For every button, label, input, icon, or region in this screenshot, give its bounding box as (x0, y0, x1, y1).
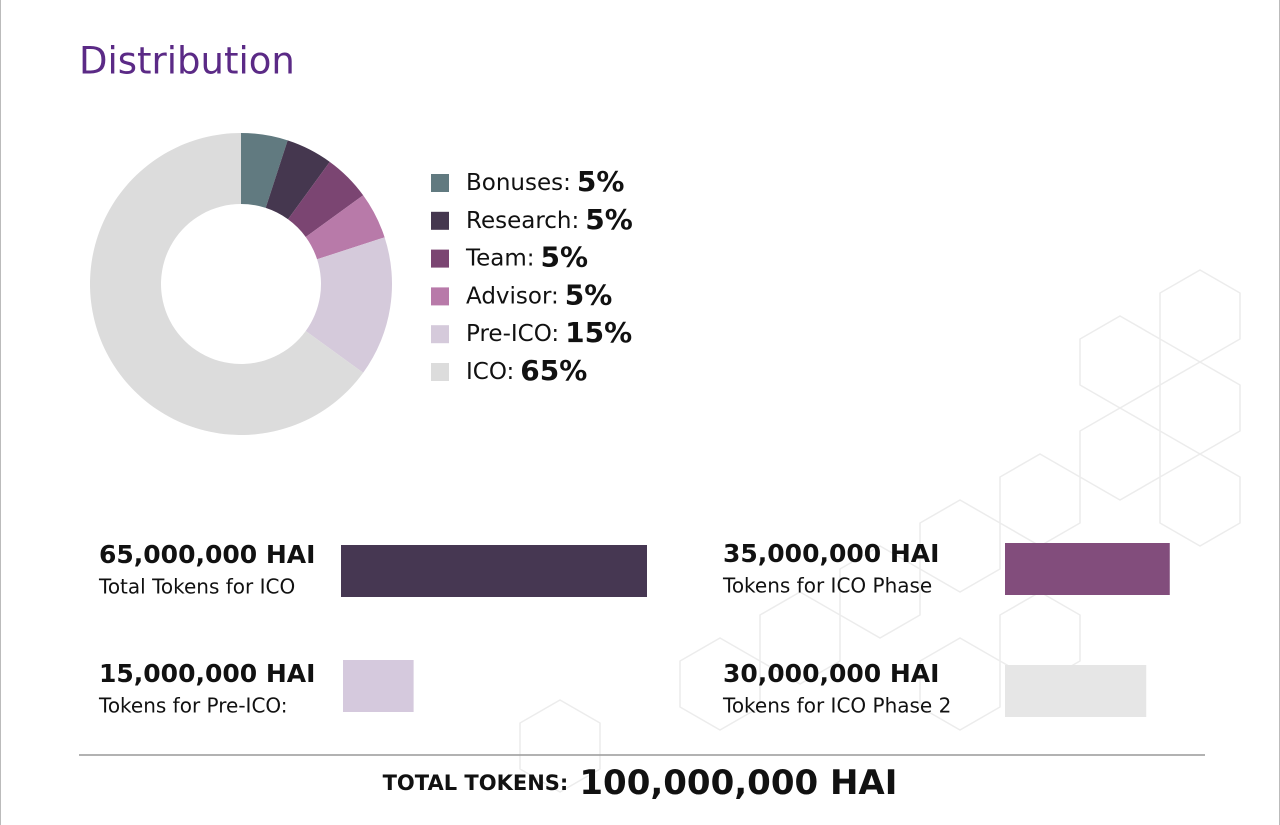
donut-slice (305, 237, 392, 373)
legend-label: Bonuses: (466, 170, 571, 196)
legend-label: Team: (465, 245, 535, 271)
legend-swatch (431, 249, 449, 268)
legend-label: Pre-ICO: (466, 321, 559, 347)
token-bar (1005, 665, 1147, 717)
legend-swatch (431, 287, 449, 306)
token-caption: Tokens for ICO Phase 2 (722, 694, 951, 718)
legend-swatch (431, 211, 449, 230)
token-bar (1005, 543, 1170, 595)
legend-value: 65% (520, 354, 587, 387)
legend-value: 15% (565, 316, 632, 349)
donut-slice (288, 161, 364, 237)
token-bar (343, 660, 414, 712)
legend-value: 5% (585, 203, 633, 236)
legend-label: Advisor: (466, 283, 559, 309)
token-bar (341, 545, 647, 597)
legend-entry: Advisor: 5% (466, 278, 612, 311)
donut-slice (241, 133, 288, 208)
token-caption: Tokens for ICO Phase (722, 574, 932, 598)
token-caption: Total Tokens for ICO (98, 575, 295, 599)
total-label: TOTAL TOKENS: (383, 771, 569, 795)
legend-swatch (431, 325, 449, 344)
legend-entry: Team: 5% (465, 241, 588, 274)
legend-swatch (431, 363, 449, 381)
total-value: 100,000,000 HAI (579, 763, 897, 803)
legend-label: ICO: (466, 359, 514, 385)
legend-label: Research: (466, 207, 579, 233)
donut-slice (305, 195, 385, 260)
token-amount: 30,000,000 HAI (723, 659, 939, 688)
total: TOTAL TOKENS: 100,000,000 HAI (383, 763, 898, 803)
legend-entry: Bonuses: 5% (466, 165, 624, 198)
donut-slice (265, 140, 330, 220)
token-caption: Tokens for Pre-ICO: (98, 694, 288, 718)
legend-entry: ICO: 65% (466, 354, 587, 387)
legend-value: 5% (577, 165, 625, 198)
legend-value: 5% (541, 241, 589, 274)
legend-swatch (431, 174, 449, 192)
legend-value: 5% (565, 278, 613, 311)
token-amount: 15,000,000 HAI (99, 659, 315, 688)
donut-slice (89, 133, 364, 436)
page-title: Distribution (79, 40, 295, 83)
legend-entry: Research: 5% (466, 203, 633, 236)
token-amount: 35,000,000 HAI (723, 539, 939, 568)
token-amount: 65,000,000 HAI (99, 540, 315, 569)
legend-entry: Pre-ICO: 15% (466, 316, 632, 349)
